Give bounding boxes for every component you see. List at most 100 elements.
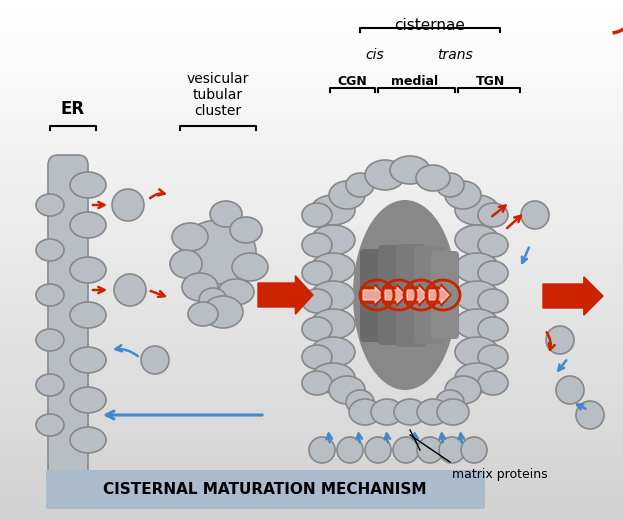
Ellipse shape [394,399,426,425]
Ellipse shape [445,376,481,404]
Circle shape [393,437,419,463]
Ellipse shape [478,345,508,369]
Ellipse shape [478,371,508,395]
Ellipse shape [329,376,365,404]
Bar [0,476,623,484]
Bar [0,303,623,311]
Ellipse shape [365,160,405,190]
Bar [0,285,623,294]
FancyArrow shape [385,287,405,303]
Bar [0,139,623,147]
Ellipse shape [455,253,499,283]
Ellipse shape [170,250,202,278]
Ellipse shape [311,253,355,283]
Bar [0,432,623,441]
Bar [0,147,623,156]
Circle shape [365,437,391,463]
Circle shape [461,437,487,463]
Ellipse shape [478,261,508,285]
Bar [0,260,623,268]
Bar [0,208,623,216]
FancyArrow shape [258,276,313,314]
Bar [0,277,623,285]
Text: ER: ER [61,100,85,118]
Bar [0,69,623,78]
Ellipse shape [302,345,332,369]
Bar [0,354,623,363]
Ellipse shape [455,337,499,367]
Circle shape [521,201,549,229]
Ellipse shape [478,317,508,341]
Ellipse shape [417,399,449,425]
Text: trans: trans [437,48,473,62]
Ellipse shape [36,329,64,351]
FancyArrow shape [543,277,603,315]
Bar [0,156,623,165]
Ellipse shape [416,165,450,191]
Bar [0,380,623,389]
Ellipse shape [311,309,355,339]
Bar [0,251,623,260]
Bar [0,225,623,234]
Bar [0,199,623,208]
Bar [0,424,623,432]
Bar [0,113,623,121]
FancyBboxPatch shape [48,155,88,480]
Ellipse shape [311,281,355,311]
Bar [0,467,623,476]
Text: cis: cis [366,48,384,62]
Bar [0,510,623,519]
Ellipse shape [445,181,481,209]
Ellipse shape [455,309,499,339]
Text: medial: medial [391,75,439,88]
Ellipse shape [436,173,464,197]
FancyBboxPatch shape [414,246,444,344]
Ellipse shape [478,203,508,227]
FancyBboxPatch shape [360,249,390,342]
FancyArrow shape [363,287,383,303]
Bar [0,311,623,320]
FancyArrow shape [405,284,429,306]
FancyArrow shape [427,284,451,306]
Ellipse shape [70,427,106,453]
Ellipse shape [36,284,64,306]
Bar [0,216,623,225]
Ellipse shape [302,261,332,285]
Bar [0,441,623,450]
Ellipse shape [311,225,355,255]
Bar [0,484,623,493]
Bar [0,121,623,130]
Bar [0,294,623,303]
Bar [0,95,623,104]
Ellipse shape [302,289,332,313]
FancyBboxPatch shape [378,245,408,345]
Bar [0,320,623,329]
Bar [0,363,623,372]
Bar [0,190,623,199]
Bar [0,502,623,510]
FancyArrow shape [361,284,385,306]
Bar [0,182,623,190]
Circle shape [337,437,363,463]
Bar [0,268,623,277]
Ellipse shape [203,296,243,328]
Ellipse shape [311,363,355,393]
Circle shape [114,274,146,306]
FancyArrow shape [383,284,407,306]
Bar [0,389,623,398]
Ellipse shape [455,195,499,225]
Bar [0,9,623,17]
Bar [0,165,623,173]
Ellipse shape [230,217,262,243]
Ellipse shape [188,302,218,326]
Bar [0,406,623,415]
Ellipse shape [36,194,64,216]
FancyBboxPatch shape [46,470,485,509]
Ellipse shape [70,302,106,328]
Bar [0,26,623,35]
Bar [0,450,623,458]
Ellipse shape [70,212,106,238]
Ellipse shape [199,288,227,312]
Ellipse shape [329,181,365,209]
Ellipse shape [371,399,403,425]
